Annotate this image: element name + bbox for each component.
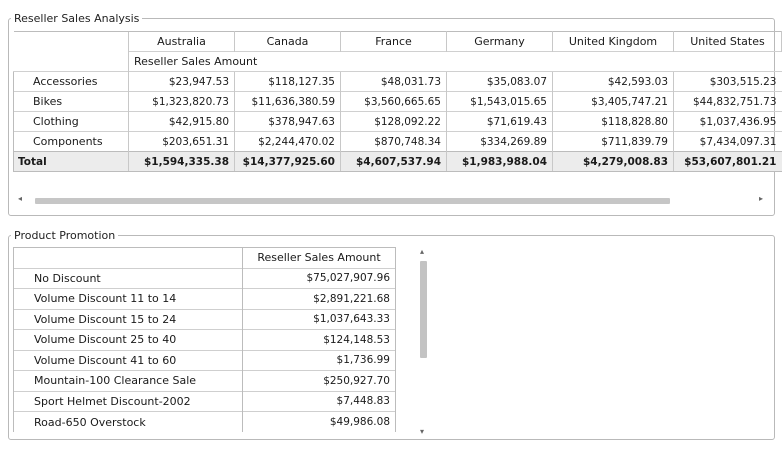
data-cell[interactable]: $7,434,097.31 xyxy=(673,131,782,152)
total-cell[interactable]: $4,607,537.94 xyxy=(340,151,447,172)
data-cell[interactable]: $1,037,643.33 xyxy=(242,308,396,330)
measure-header[interactable]: Reseller Sales Amount xyxy=(128,51,782,72)
vertical-scroll-thumb[interactable] xyxy=(420,261,427,358)
row-header-bikes[interactable]: Bikes xyxy=(13,91,129,112)
total-row: Total $1,594,335.38 $14,377,925.60 $4,60… xyxy=(13,151,782,172)
table-row: Components $203,651.31 $2,244,470.02 $87… xyxy=(13,131,782,152)
row-header-no-discount[interactable]: No Discount xyxy=(13,267,243,289)
table-row: Volume Discount 25 to 40 $124,148.53 xyxy=(13,329,396,350)
product-promotion-group: Product Promotion xyxy=(8,229,775,440)
scroll-left-icon[interactable]: ◂ xyxy=(18,194,23,203)
row-header-volume-discount-11-14[interactable]: Volume Discount 11 to 14 xyxy=(13,288,243,309)
column-header-australia[interactable]: Australia xyxy=(128,31,235,52)
table-row: Volume Discount 11 to 14 $2,891,221.68 xyxy=(13,288,396,309)
vertical-scrollbar[interactable]: ▴ ▾ xyxy=(417,247,431,436)
table-row: Sport Helmet Discount-2002 $7,448.83 xyxy=(13,390,396,412)
total-cell[interactable]: $1,594,335.38 xyxy=(128,151,235,172)
corner-cell xyxy=(13,51,129,72)
row-header-volume-discount-41-60[interactable]: Volume Discount 41 to 60 xyxy=(13,349,243,371)
table-row: Bikes $1,323,820.73 $11,636,380.59 $3,56… xyxy=(13,91,782,112)
data-cell[interactable]: $1,543,015.65 xyxy=(446,91,553,112)
data-cell[interactable]: $128,092.22 xyxy=(340,111,447,132)
total-cell[interactable]: $14,377,925.60 xyxy=(234,151,341,172)
row-header-total[interactable]: Total xyxy=(13,151,129,172)
data-cell[interactable]: $711,839.79 xyxy=(552,131,674,152)
data-cell[interactable]: $2,891,221.68 xyxy=(242,288,396,309)
reseller-sales-analysis-title: Reseller Sales Analysis xyxy=(14,12,140,25)
scroll-down-icon[interactable]: ▾ xyxy=(420,427,425,436)
column-header-canada[interactable]: Canada xyxy=(234,31,341,52)
row-header-clothing[interactable]: Clothing xyxy=(13,111,129,132)
data-cell[interactable]: $2,244,470.02 xyxy=(234,131,341,152)
measure-header[interactable]: Reseller Sales Amount xyxy=(242,247,396,268)
table-row: Road-650 Overstock $49,986.08 xyxy=(13,411,396,432)
data-cell[interactable]: $118,127.35 xyxy=(234,71,341,92)
data-cell[interactable]: $118,828.80 xyxy=(552,111,674,132)
data-cell[interactable]: $35,083.07 xyxy=(446,71,553,92)
data-cell[interactable]: $1,736.99 xyxy=(242,349,396,371)
row-header-volume-discount-25-40[interactable]: Volume Discount 25 to 40 xyxy=(13,329,243,350)
data-cell[interactable]: $250,927.70 xyxy=(242,370,396,391)
table-row: Volume Discount 15 to 24 $1,037,643.33 xyxy=(13,308,396,330)
data-cell[interactable]: $3,405,747.21 xyxy=(552,91,674,112)
table-row: Mountain-100 Clearance Sale $250,927.70 xyxy=(13,370,396,391)
column-header-germany[interactable]: Germany xyxy=(446,31,553,52)
data-cell[interactable]: $75,027,907.96 xyxy=(242,267,396,289)
table-row: No Discount $75,027,907.96 xyxy=(13,267,396,289)
data-cell[interactable]: $203,651.31 xyxy=(128,131,235,152)
row-header-accessories[interactable]: Accessories xyxy=(13,71,129,92)
corner-cell xyxy=(13,247,243,268)
sales-pivot-grid: Australia Canada France Germany United K… xyxy=(13,31,782,172)
data-cell[interactable]: $7,448.83 xyxy=(242,390,396,412)
promotion-grid: Reseller Sales Amount No Discount $75,02… xyxy=(13,247,396,432)
table-row: Volume Discount 41 to 60 $1,736.99 xyxy=(13,349,396,371)
row-header-mountain-100-clearance[interactable]: Mountain-100 Clearance Sale xyxy=(13,370,243,391)
corner-cell xyxy=(13,31,129,52)
column-header-united-states[interactable]: United States xyxy=(673,31,782,52)
column-header-united-kingdom[interactable]: United Kingdom xyxy=(552,31,674,52)
data-cell[interactable]: $71,619.43 xyxy=(446,111,553,132)
data-cell[interactable]: $23,947.53 xyxy=(128,71,235,92)
table-row: Accessories $23,947.53 $118,127.35 $48,0… xyxy=(13,71,782,92)
product-promotion-title: Product Promotion xyxy=(14,229,116,242)
data-cell[interactable]: $1,323,820.73 xyxy=(128,91,235,112)
data-cell[interactable]: $44,832,751.73 xyxy=(673,91,782,112)
data-cell[interactable]: $49,986.08 xyxy=(242,411,396,432)
total-cell[interactable]: $1,983,988.04 xyxy=(446,151,553,172)
row-header-road-650-overstock[interactable]: Road-650 Overstock xyxy=(13,411,243,432)
row-header-components[interactable]: Components xyxy=(13,131,129,152)
column-header-france[interactable]: France xyxy=(340,31,447,52)
row-header-sport-helmet-discount[interactable]: Sport Helmet Discount-2002 xyxy=(13,390,243,412)
data-cell[interactable]: $303,515.23 xyxy=(673,71,782,92)
data-cell[interactable]: $48,031.73 xyxy=(340,71,447,92)
data-cell[interactable]: $42,915.80 xyxy=(128,111,235,132)
data-cell[interactable]: $11,636,380.59 xyxy=(234,91,341,112)
table-row: Clothing $42,915.80 $378,947.63 $128,092… xyxy=(13,111,782,132)
data-cell[interactable]: $3,560,665.65 xyxy=(340,91,447,112)
data-cell[interactable]: $334,269.89 xyxy=(446,131,553,152)
data-cell[interactable]: $124,148.53 xyxy=(242,329,396,350)
horizontal-scrollbar[interactable]: ◂ ▸ xyxy=(13,193,769,207)
horizontal-scroll-thumb[interactable] xyxy=(35,198,670,204)
total-cell[interactable]: $53,607,801.21 xyxy=(673,151,782,172)
data-cell[interactable]: $1,037,436.95 xyxy=(673,111,782,132)
scroll-right-icon[interactable]: ▸ xyxy=(758,194,763,203)
row-header-volume-discount-15-24[interactable]: Volume Discount 15 to 24 xyxy=(13,308,243,330)
total-cell[interactable]: $4,279,008.83 xyxy=(552,151,674,172)
data-cell[interactable]: $378,947.63 xyxy=(234,111,341,132)
data-cell[interactable]: $870,748.34 xyxy=(340,131,447,152)
data-cell[interactable]: $42,593.03 xyxy=(552,71,674,92)
scroll-up-icon[interactable]: ▴ xyxy=(420,247,425,256)
